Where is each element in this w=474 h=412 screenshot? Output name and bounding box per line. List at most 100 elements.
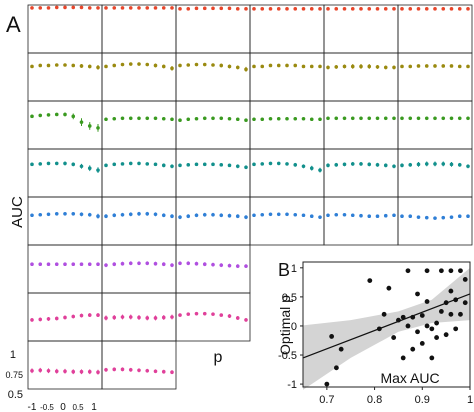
- data-point: [309, 117, 314, 122]
- data-point: [87, 369, 92, 374]
- data-point: [285, 162, 289, 166]
- data-point: [30, 6, 34, 10]
- scatter-point: [424, 323, 430, 329]
- data-point: [350, 7, 355, 11]
- data-point: [63, 63, 67, 67]
- scatter-point: [338, 346, 344, 352]
- data-point: [46, 63, 51, 68]
- data-point: [326, 7, 330, 11]
- data-point: [145, 368, 150, 373]
- data-point: [161, 116, 166, 121]
- scatter-point: [391, 335, 397, 340]
- data-point: [128, 315, 133, 319]
- data-point: [71, 5, 76, 10]
- data-point: [350, 162, 355, 166]
- data-point: [87, 6, 92, 10]
- data-point: [153, 369, 158, 374]
- data-point: [400, 214, 404, 218]
- data-point: [318, 64, 322, 69]
- data-point: [112, 162, 117, 167]
- subplot-frame: [323, 100, 399, 150]
- subplot-frame: [323, 196, 399, 246]
- data-point: [211, 162, 215, 167]
- data-point: [128, 161, 133, 166]
- data-point: [153, 316, 158, 320]
- data-point: [211, 6, 215, 11]
- data-point: [466, 164, 470, 169]
- scatter-point: [453, 326, 459, 332]
- scatter-point: [448, 311, 454, 317]
- scatter-point: [376, 326, 382, 332]
- scatter-point: [419, 340, 425, 346]
- data-point: [449, 116, 454, 121]
- data-point: [178, 118, 182, 122]
- data-point: [309, 7, 314, 11]
- data-point: [96, 370, 100, 375]
- data-point: [54, 369, 59, 374]
- subplot-frame: [249, 196, 325, 246]
- data-point: [145, 62, 150, 67]
- data-point: [153, 261, 158, 266]
- data-point: [46, 212, 51, 217]
- subplot-frame: [397, 52, 473, 102]
- subplot-frame: [101, 52, 177, 102]
- subplot-frame: [323, 148, 399, 198]
- data-point: [350, 64, 355, 69]
- data-point: [367, 162, 372, 167]
- data-point: [104, 263, 108, 267]
- scatter-xtick-label: 0.9: [415, 394, 430, 406]
- data-point: [161, 64, 166, 69]
- data-point: [433, 116, 437, 121]
- data-point: [71, 114, 76, 119]
- data-point: [235, 316, 240, 320]
- data-point: [186, 63, 191, 67]
- data-point: [285, 7, 289, 11]
- data-point: [194, 261, 199, 266]
- scatter-point: [400, 355, 406, 361]
- data-point: [219, 163, 224, 167]
- data-point: [153, 63, 158, 68]
- data-point: [318, 215, 322, 219]
- data-point: [375, 163, 380, 167]
- scatter-point: [410, 314, 416, 320]
- data-point: [104, 163, 108, 168]
- scatter-xtick-label: 1: [467, 394, 473, 406]
- data-point: [285, 212, 289, 217]
- data-point: [441, 215, 446, 220]
- subplot-frame: [397, 148, 473, 198]
- scatter-point: [458, 268, 463, 274]
- data-point: [96, 126, 100, 130]
- scatter-point: [415, 329, 420, 335]
- data-point: [145, 316, 150, 320]
- data-point: [161, 163, 166, 168]
- data-point: [416, 215, 421, 219]
- subplot-frame: [175, 52, 251, 102]
- data-point: [186, 214, 191, 218]
- data-point: [260, 212, 265, 217]
- data-point: [161, 213, 166, 218]
- data-point: [293, 116, 298, 121]
- data-point: [416, 116, 421, 121]
- data-point: [137, 261, 141, 266]
- data-point: [137, 6, 141, 10]
- data-point: [326, 65, 330, 70]
- data-point: [285, 116, 289, 121]
- data-point: [63, 262, 67, 267]
- data-point: [416, 162, 421, 167]
- data-point: [424, 116, 429, 121]
- data-point: [392, 164, 396, 169]
- data-point: [334, 65, 339, 69]
- data-point: [235, 65, 240, 70]
- data-point: [38, 113, 43, 118]
- subplot-frame: [101, 196, 177, 246]
- data-point: [178, 313, 182, 317]
- data-point: [252, 7, 256, 11]
- subplot-frame: [175, 292, 251, 342]
- data-point: [30, 114, 34, 119]
- data-point: [383, 7, 388, 11]
- data-point: [359, 7, 363, 11]
- data-point: [227, 263, 232, 268]
- data-point: [170, 117, 174, 122]
- grid-xtick-m1: -1: [28, 402, 37, 412]
- data-point: [128, 261, 133, 266]
